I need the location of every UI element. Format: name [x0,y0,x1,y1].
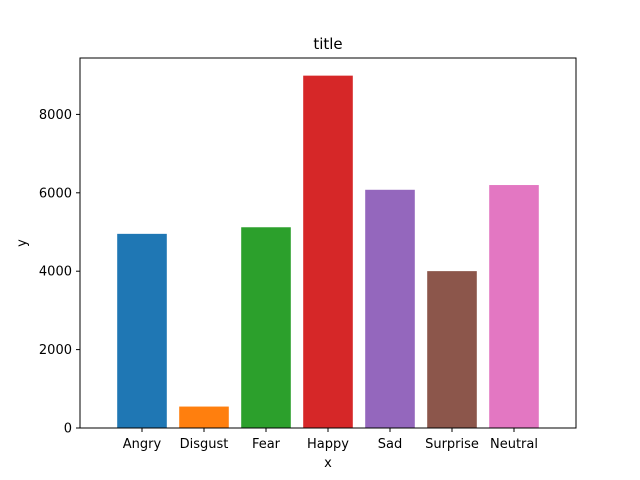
bar-surprise [427,271,477,428]
plot-area-frame [79,57,577,429]
y-tick-label: 8000 [39,108,72,123]
x-tick-label: Happy [307,437,349,452]
y-tick-label: 0 [64,422,72,437]
x-tick-label: Fear [252,437,281,452]
x-tick-label: Disgust [180,437,229,452]
x-axis-ticks: Angry Disgust Fear Happy Sad Surprise Neutral [123,428,538,452]
bar-disgust [179,406,229,428]
bar-fear [241,227,291,428]
x-tick-label: Surprise [425,437,479,452]
y-axis-label: y [15,239,30,247]
y-tick-label: 6000 [39,186,72,201]
bar-angry [117,233,167,428]
x-tick-label: Angry [123,437,162,452]
bar-happy [303,75,353,428]
y-axis-ticks: 0 2000 4000 6000 8000 [39,108,80,437]
chart-title: title [313,35,342,53]
bar-neutral [489,185,539,428]
x-axis-label: x [324,456,332,471]
y-tick-label: 2000 [39,343,72,358]
y-tick-label: 4000 [39,265,72,280]
bar-sad [365,189,415,428]
bars-group [117,75,539,428]
x-tick-label: Sad [378,437,402,452]
x-tick-label: Neutral [490,437,538,452]
